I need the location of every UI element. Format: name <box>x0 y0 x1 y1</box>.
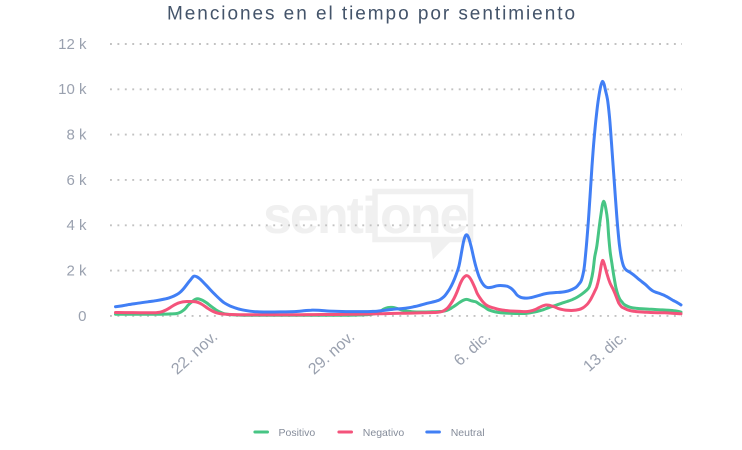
svg-text:10 k: 10 k <box>58 81 87 98</box>
svg-text:12 k: 12 k <box>58 36 87 53</box>
svg-text:0: 0 <box>78 308 86 325</box>
svg-text:8 k: 8 k <box>66 127 87 144</box>
svg-text:senti: senti <box>263 187 374 245</box>
svg-text:one: one <box>380 187 468 245</box>
svg-text:Negativo: Negativo <box>363 427 405 439</box>
svg-text:Positivo: Positivo <box>279 427 316 439</box>
svg-text:6 k: 6 k <box>66 172 87 189</box>
svg-text:Neutral: Neutral <box>451 427 485 439</box>
svg-text:2 k: 2 k <box>66 262 87 279</box>
svg-text:4 k: 4 k <box>66 217 87 234</box>
svg-text:Menciones en el tiempo por sen: Menciones en el tiempo por sentimiento <box>167 4 577 25</box>
